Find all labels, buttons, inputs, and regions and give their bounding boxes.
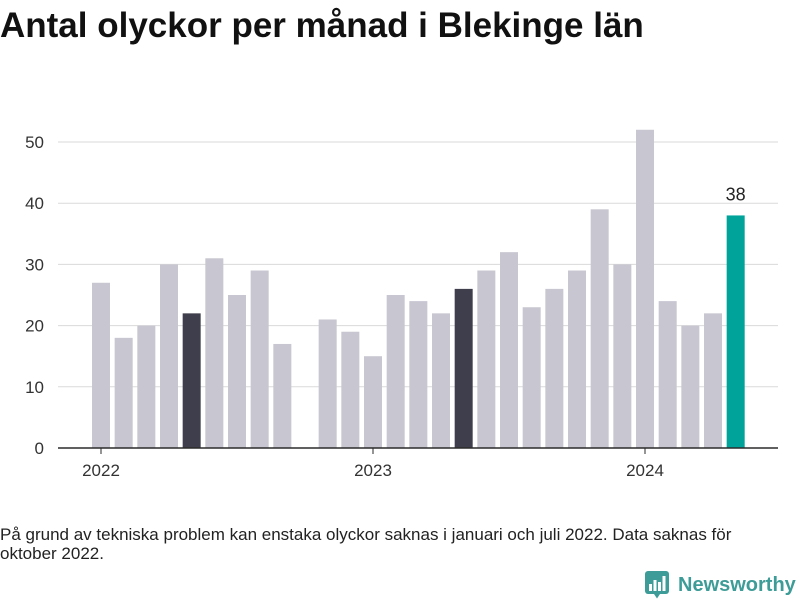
bar	[454, 288, 473, 448]
x-tick-label: 2023	[354, 461, 392, 480]
y-tick-label: 30	[25, 255, 44, 274]
bar	[205, 258, 224, 448]
bar	[182, 313, 201, 448]
bar	[341, 331, 360, 448]
bar	[500, 252, 519, 448]
bar	[681, 325, 700, 448]
bar	[658, 301, 677, 448]
bar	[228, 295, 247, 448]
bar	[92, 282, 110, 448]
x-tick-label: 2024	[626, 461, 664, 480]
bar	[250, 270, 269, 448]
bar	[477, 270, 496, 448]
bar	[318, 319, 337, 448]
bar	[613, 264, 632, 448]
chart-title: Antal olyckor per månad i Blekinge län	[0, 6, 644, 45]
footnote: På grund av tekniska problem kan enstaka…	[0, 525, 732, 563]
data-label: 38	[726, 184, 746, 204]
bar	[636, 129, 655, 448]
bar	[704, 313, 723, 448]
bar	[726, 215, 745, 448]
bar	[364, 356, 383, 448]
bar-chart-logo-icon	[645, 571, 669, 599]
bar	[137, 325, 156, 448]
bar	[432, 313, 451, 448]
y-tick-label: 40	[25, 194, 44, 213]
bar	[160, 264, 179, 448]
bar	[273, 343, 292, 448]
bar	[568, 270, 587, 448]
y-tick-label: 20	[25, 317, 44, 336]
y-tick-label: 50	[25, 133, 44, 152]
bar	[114, 337, 133, 448]
logo-text: Newsworthy	[678, 574, 796, 596]
bar	[522, 307, 541, 448]
bar-chart: 0 10 20 30 40 50 2022 2023 2024 38	[25, 129, 778, 480]
bar	[545, 288, 564, 448]
y-tick-label: 10	[25, 378, 44, 397]
y-tick-label: 0	[35, 439, 44, 458]
bar	[409, 301, 428, 448]
newsworthy-logo: Newsworthy	[645, 571, 796, 599]
x-tick-label: 2022	[82, 461, 120, 480]
bar	[386, 295, 405, 448]
bar	[590, 209, 609, 448]
